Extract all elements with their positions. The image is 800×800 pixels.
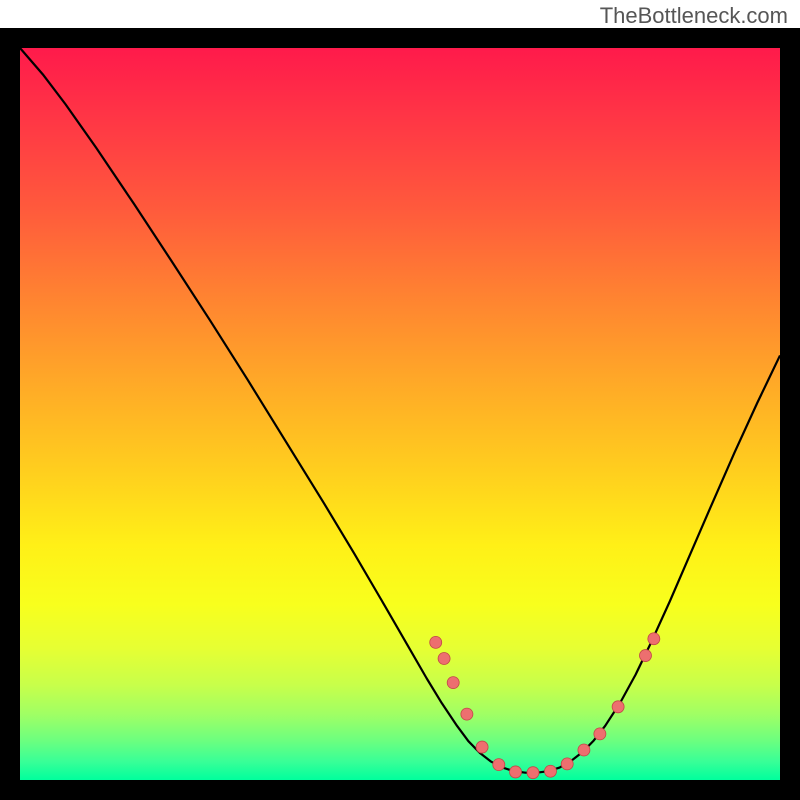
curve-marker [476, 741, 488, 753]
curve-marker [438, 652, 450, 664]
curve-marker [461, 708, 473, 720]
curve-marker [510, 766, 522, 778]
curve-marker [594, 728, 606, 740]
curve-marker [612, 701, 624, 713]
bottleneck-chart [0, 0, 800, 800]
curve-marker [544, 765, 556, 777]
gradient-background [20, 48, 780, 780]
curve-marker [527, 767, 539, 779]
curve-marker [561, 758, 573, 770]
curve-marker [639, 650, 651, 662]
curve-marker [430, 636, 442, 648]
curve-marker [648, 633, 660, 645]
curve-marker [578, 744, 590, 756]
watermark-text: TheBottleneck.com [600, 3, 788, 29]
curve-marker [493, 759, 505, 771]
curve-marker [447, 677, 459, 689]
chart-frame: TheBottleneck.com [0, 0, 800, 800]
